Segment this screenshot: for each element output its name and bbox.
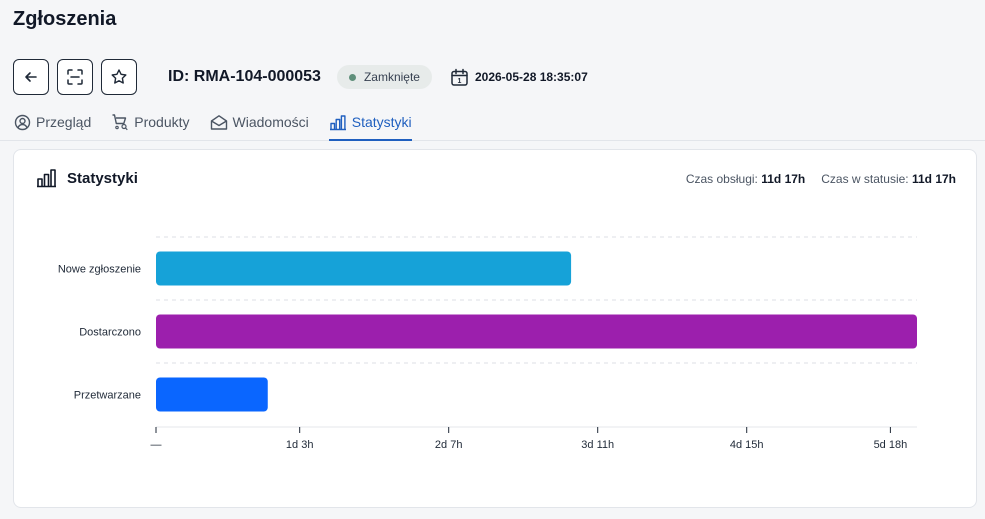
x-tick-label: 2d 7h: [435, 439, 463, 451]
category-label: Nowe zgłoszenie: [58, 264, 141, 276]
x-tick-label: —: [151, 439, 162, 451]
x-tick-label: 5d 18h: [874, 439, 908, 451]
x-tick-label: 4d 15h: [730, 439, 764, 451]
category-label: Dostarczono: [79, 327, 141, 339]
page-title: Zgłoszenia: [13, 8, 116, 31]
tab-label: Wiadomości: [233, 114, 309, 130]
status-label: Zamknięte: [364, 70, 420, 84]
bar: [156, 315, 917, 349]
tab-messages[interactable]: Wiadomości: [210, 104, 309, 140]
x-tick-label: 1d 3h: [286, 439, 314, 451]
cart-search-icon: [111, 113, 129, 131]
arrow-left-icon: [23, 69, 39, 85]
star-icon: [110, 68, 128, 86]
calendar-icon: 1: [450, 68, 469, 87]
favorite-button[interactable]: [101, 59, 137, 95]
tab-products[interactable]: Produkty: [111, 104, 189, 140]
tab-overview[interactable]: Przegląd: [14, 104, 91, 140]
scan-icon: [66, 68, 84, 86]
date-text: 2026-05-28 18:35:07: [475, 70, 588, 84]
tab-label: Produkty: [134, 114, 189, 130]
status-dot: [349, 74, 356, 81]
ticket-id: ID: RMA-104-000053: [168, 68, 321, 86]
back-button[interactable]: [13, 59, 49, 95]
status-duration-chart: Nowe zgłoszenie Dostarczono Przetwarzane — 1…: [14, 150, 976, 507]
bar: [156, 378, 268, 412]
toolbar: ID: RMA-104-000053 Zamknięte 1 2026-05-2…: [13, 59, 588, 95]
tab-label: Przegląd: [36, 114, 91, 130]
user-circle-icon: [14, 114, 31, 131]
scan-button[interactable]: [57, 59, 93, 95]
tab-label: Statystyki: [352, 114, 412, 130]
x-tick-label: 3d 11h: [581, 439, 614, 451]
tab-bar: Przegląd Produkty Wiadomości Statystyki: [0, 104, 985, 141]
status-badge: Zamknięte: [337, 65, 432, 89]
category-label: Przetwarzane: [74, 390, 141, 402]
ticket-date: 1 2026-05-28 18:35:07: [450, 68, 588, 87]
envelope-open-icon: [210, 114, 228, 131]
bar-chart-icon: [329, 114, 347, 131]
svg-text:1: 1: [458, 78, 462, 85]
tab-statistics[interactable]: Statystyki: [329, 104, 412, 140]
bar: [156, 252, 571, 286]
statistics-card: Statystyki Czas obsługi: 11d 17h Czas w …: [13, 149, 977, 508]
